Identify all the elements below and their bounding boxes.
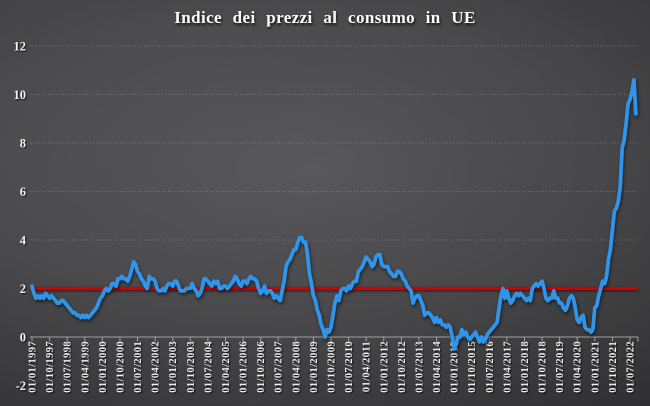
x-tick-label: 01/01/2003 bbox=[168, 341, 179, 393]
series-line-inflation bbox=[30, 78, 638, 352]
x-tick-label: 01/07/2022 bbox=[625, 341, 636, 393]
x-tick-label: 01/04/2011 bbox=[362, 341, 373, 392]
y-tick-label: -2 bbox=[16, 379, 26, 393]
y-tick-label: 4 bbox=[20, 234, 27, 248]
y-tick-label: 6 bbox=[20, 185, 26, 199]
x-tick-label: 01/10/2015 bbox=[467, 341, 478, 393]
y-tick-label: 0 bbox=[20, 331, 26, 345]
x-tick-label: 01/04/2020 bbox=[573, 341, 584, 393]
x-tick-label: 01/01/2021 bbox=[590, 341, 601, 393]
x-tick-label: 01/10/2021 bbox=[608, 341, 619, 393]
x-tick-label: 01/07/2004 bbox=[203, 341, 214, 393]
x-tick-label: 01/01/2006 bbox=[239, 341, 250, 393]
chart-title: Indice dei prezzi al consumo in UE bbox=[174, 8, 476, 27]
x-tick-label: 01/04/2017 bbox=[502, 341, 513, 393]
x-tick-label: 01/04/2008 bbox=[291, 341, 302, 393]
y-tick-label: 8 bbox=[20, 137, 26, 151]
x-tick-label: 01/07/2001 bbox=[133, 341, 144, 393]
x-tick-label: 01/10/2000 bbox=[115, 341, 126, 393]
y-tick-label: 2 bbox=[20, 282, 26, 296]
x-tick-label: 01/07/2007 bbox=[274, 341, 285, 393]
x-tick-label: 01/10/2009 bbox=[326, 341, 337, 393]
x-tick-label: 01/07/2016 bbox=[485, 341, 496, 393]
x-tick-label: 01/01/1997 bbox=[28, 341, 39, 393]
x-tick-label: 01/07/1998 bbox=[63, 341, 74, 393]
x-tick-label: 01/10/2012 bbox=[397, 341, 408, 393]
x-tick-label: 01/10/2018 bbox=[538, 341, 549, 393]
x-tick-label: 01/01/2000 bbox=[98, 341, 109, 393]
y-tick-label: 12 bbox=[14, 40, 27, 54]
x-tick-label: 01/10/2003 bbox=[186, 341, 197, 393]
x-tick-label: 01/01/2012 bbox=[379, 341, 390, 393]
x-axis-labels: 01/01/1997 01/10/1997 01/07/1998 01/04/1999… bbox=[28, 341, 637, 393]
x-tick-label: 01/04/2014 bbox=[432, 341, 443, 393]
x-axis bbox=[30, 336, 639, 342]
x-tick-label: 01/07/2019 bbox=[555, 341, 566, 393]
x-tick-label: 01/04/1999 bbox=[80, 341, 91, 393]
x-tick-label: 01/01/2018 bbox=[520, 341, 531, 393]
x-tick-label: 01/07/2013 bbox=[414, 341, 425, 393]
x-tick-label: 01/10/1997 bbox=[45, 341, 56, 393]
y-axis-labels: -2 0 2 4 6 8 10 12 bbox=[14, 40, 27, 394]
x-tick-label: 01/01/2009 bbox=[309, 341, 320, 393]
x-tick-label: 01/04/2005 bbox=[221, 341, 232, 393]
x-tick-label: 01/07/2010 bbox=[344, 341, 355, 393]
x-tick-label: 01/01/2015 bbox=[450, 341, 461, 393]
y-tick-label: 10 bbox=[14, 88, 27, 102]
gridlines bbox=[30, 45, 638, 289]
x-tick-label: 01/04/2002 bbox=[151, 341, 162, 393]
x-tick-label: 01/10/2006 bbox=[256, 341, 267, 393]
